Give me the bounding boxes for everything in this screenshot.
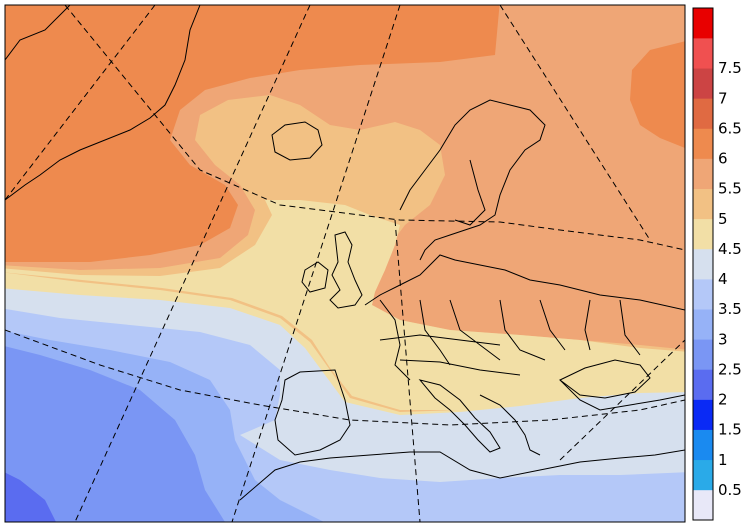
band-5.5-6-west — [5, 5, 500, 262]
colorbar-tick-label: 6 — [718, 150, 728, 168]
colorbar: 0.5 1 1.5 2 2.5 3 3.5 4 4.5 5 5.5 6 6.5 7 7.5 — [692, 7, 742, 521]
map-frame — [4, 4, 686, 523]
colorbar-tick-label: 5 — [718, 210, 728, 228]
colorbar-tick-label: 1 — [718, 451, 728, 469]
colorbar-swatch — [693, 369, 713, 400]
coastline-ireland — [301, 261, 329, 293]
colorbar-swatch — [693, 339, 713, 370]
colorbar-tick-label: 7 — [718, 89, 728, 107]
colorbar-swatch — [693, 489, 713, 521]
colorbar-tick-label: 2 — [718, 391, 728, 409]
coastline-greenland — [5, 5, 201, 201]
colorbar-swatch — [693, 68, 713, 99]
coastline-great-britain — [329, 231, 363, 309]
colorbar-tick-label: 0.5 — [718, 481, 742, 499]
colorbar-swatch — [693, 279, 713, 310]
coastline-balkans — [479, 379, 685, 456]
coastline-italy — [418, 379, 501, 453]
coastline-iberia — [274, 369, 351, 456]
colorbar-swatch — [693, 128, 713, 159]
colorbar-swatch — [693, 38, 713, 69]
colorbar-frame — [692, 7, 714, 521]
colorbar-swatch — [693, 399, 713, 430]
colorbar-tick-label: 6.5 — [718, 119, 742, 137]
colorbar-swatch — [693, 309, 713, 340]
coastlines — [5, 5, 685, 501]
coastline-north-africa — [239, 449, 685, 501]
colorbar-swatch — [693, 98, 713, 129]
colorbar-swatch — [693, 248, 713, 280]
colorbar-swatch — [693, 459, 713, 491]
colorbar-tick-label: 3 — [718, 330, 728, 348]
colorbar-tick-label: 4 — [718, 270, 728, 288]
coastline-iceland — [271, 121, 323, 161]
band-1.5-2 — [5, 472, 56, 522]
colorbar-swatch — [693, 188, 713, 220]
coastline-black-sea — [559, 359, 651, 399]
colorbar-tick-label: 4.5 — [718, 240, 742, 258]
colorbar-tick-label: 1.5 — [718, 421, 742, 439]
colorbar-tick-label: 3.5 — [718, 300, 742, 318]
colorbar-tick-label: 2.5 — [718, 360, 742, 378]
colorbar-swatch — [693, 8, 713, 39]
contour-field — [5, 5, 685, 522]
colorbar-swatch — [693, 218, 713, 250]
coastline-continent — [364, 254, 685, 311]
colorbar-tick-label: 5.5 — [718, 180, 742, 198]
colorbar-tick-label: 7.5 — [718, 59, 742, 77]
coastline-scandinavia — [399, 99, 546, 261]
colorbar-swatch — [693, 429, 713, 461]
colorbar-swatch — [693, 158, 713, 190]
border-lines — [379, 299, 641, 381]
band-5.5-6-east — [630, 41, 685, 148]
